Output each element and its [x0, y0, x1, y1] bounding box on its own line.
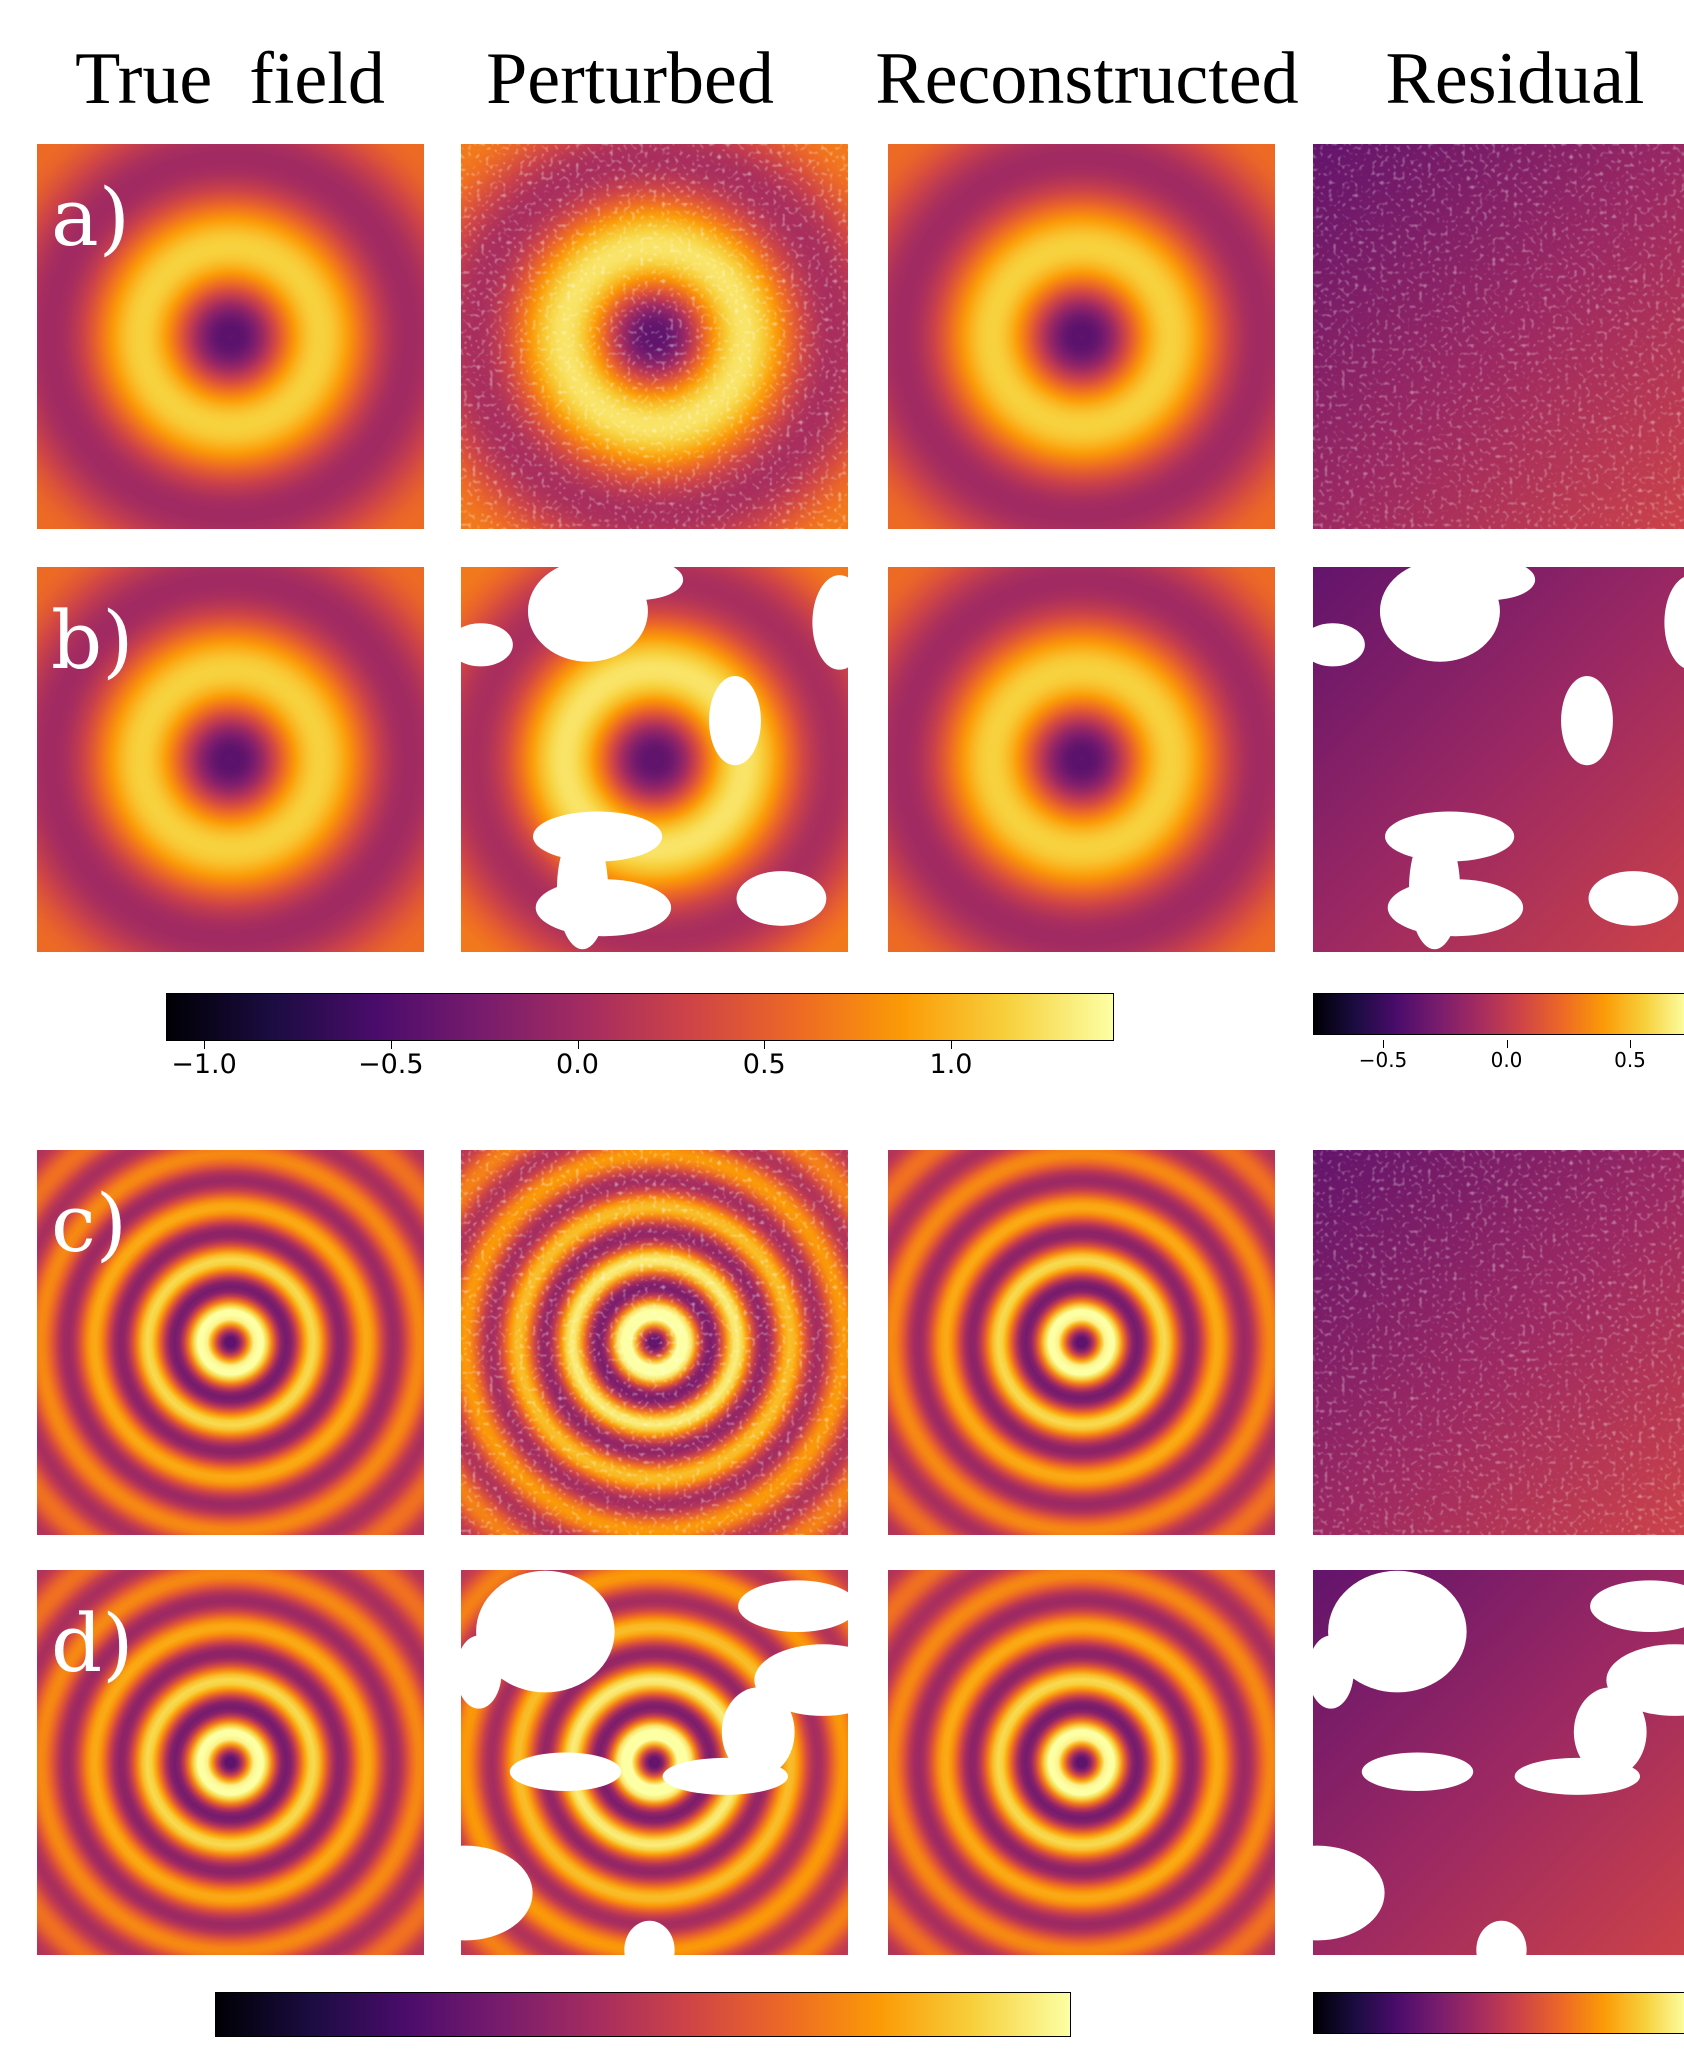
colorbar-tick-mark [1630, 1040, 1631, 1048]
field-image [461, 567, 848, 952]
colorbar-tick-mark [577, 1041, 579, 1049]
row-label: d) [51, 1597, 134, 1690]
field-image [37, 1150, 424, 1535]
field-image [888, 1570, 1275, 1955]
panel-true-field-row-3 [37, 1150, 424, 1535]
field-image [1313, 567, 1684, 952]
noise-overlay [1313, 1150, 1684, 1535]
colorbar-tick-mark [204, 1041, 205, 1049]
masked-region [1561, 675, 1613, 766]
colorbar-tick-label: −0.5 [357, 1049, 424, 1080]
field-image [37, 1570, 424, 1955]
masked-region [1313, 1845, 1385, 1941]
colorbar-tick-label: 0.0 [556, 1049, 599, 1080]
colorbar-tick-mark [1506, 1040, 1508, 1048]
field-image [888, 567, 1275, 952]
column-title-perturbed: Perturbed [486, 38, 774, 120]
colorbar-tick-mark [951, 1041, 952, 1049]
masked-region [709, 675, 761, 766]
masked-region [1445, 567, 1536, 601]
panel-residual-row-1 [1313, 144, 1684, 529]
field-image [37, 144, 424, 529]
panel-residual-row-3 [1313, 1150, 1684, 1535]
masked-region [812, 575, 848, 670]
noise-overlay [461, 144, 848, 529]
panel-residual-row-2 [1313, 567, 1684, 952]
panel-perturbed-row-1 [461, 144, 848, 529]
panel-perturbed-row-3 [461, 1150, 848, 1535]
field-image [1313, 1150, 1684, 1535]
masked-region [476, 1570, 615, 1693]
column-title-true-field: True field [75, 38, 385, 120]
field-image [888, 144, 1275, 529]
panel-perturbed-row-4 [461, 1570, 848, 1955]
masked-region [1573, 1687, 1647, 1777]
column-title-reconstructed: Reconstructed [875, 38, 1299, 120]
row-label: c) [51, 1177, 128, 1270]
panel-true-field-row-2 [37, 567, 424, 952]
masked-region [721, 1687, 795, 1777]
colorbar-tick-mark [1383, 1040, 1384, 1048]
colorbar-tick-label: 0.5 [742, 1049, 786, 1080]
field-image [1313, 1570, 1684, 1955]
panel-reconstructed-row-4 [888, 1570, 1275, 1955]
masked-region [1606, 1644, 1684, 1716]
colorbar-tick-mark [390, 1041, 392, 1049]
field-image [461, 1150, 848, 1535]
field-image [461, 1570, 848, 1955]
panel-perturbed-row-2 [461, 567, 848, 952]
colorbar-tick-mark [764, 1041, 766, 1049]
masked-region [532, 811, 663, 862]
masked-region [593, 567, 684, 601]
masked-region [1361, 1752, 1474, 1791]
masked-region [1313, 623, 1365, 667]
colorbar-main-bottom [215, 1992, 1071, 2037]
colorbar-tick-label: 1.0 [929, 1049, 973, 1080]
field-image [37, 567, 424, 952]
masked-region [1664, 576, 1684, 668]
colorbar-residual-top [1313, 993, 1684, 1035]
panel-true-field-row-1 [37, 144, 424, 529]
field-image [1313, 144, 1684, 529]
row-label: a) [51, 171, 130, 264]
masked-region [1590, 1580, 1684, 1632]
field-image [461, 144, 848, 529]
masked-region [461, 623, 513, 667]
masked-region [1313, 1635, 1354, 1709]
column-title-residual: Residual [1385, 38, 1645, 120]
panel-residual-row-4 [1313, 1570, 1684, 1955]
row-label: b) [51, 594, 134, 687]
masked-region [1588, 871, 1679, 926]
colorbar-main-top [166, 993, 1114, 1041]
masked-region [754, 1644, 848, 1716]
colorbar-tick-label: 0.0 [1490, 1048, 1523, 1072]
panel-true-field-row-4 [37, 1570, 424, 1955]
masked-region [1384, 811, 1515, 862]
masked-region [738, 1580, 848, 1632]
colorbar-tick-label: 0.5 [1614, 1048, 1646, 1072]
masked-region [1387, 879, 1524, 937]
masked-region [509, 1752, 622, 1791]
noise-overlay [1313, 144, 1684, 529]
masked-region [624, 1920, 675, 1955]
masked-region [461, 1845, 533, 1941]
masked-region [461, 1635, 502, 1709]
panel-reconstructed-row-3 [888, 1150, 1275, 1535]
panel-reconstructed-row-1 [888, 144, 1275, 529]
masked-region [736, 871, 827, 926]
field-image [888, 1150, 1275, 1535]
masked-region [535, 879, 672, 937]
masked-region [1328, 1570, 1467, 1693]
noise-overlay [461, 1150, 848, 1535]
colorbar-residual-bottom [1313, 1992, 1684, 2034]
colorbar-tick-label: −1.0 [171, 1049, 237, 1080]
colorbar-tick-label: −0.5 [1358, 1048, 1408, 1072]
panel-reconstructed-row-2 [888, 567, 1275, 952]
masked-region [1476, 1920, 1527, 1955]
